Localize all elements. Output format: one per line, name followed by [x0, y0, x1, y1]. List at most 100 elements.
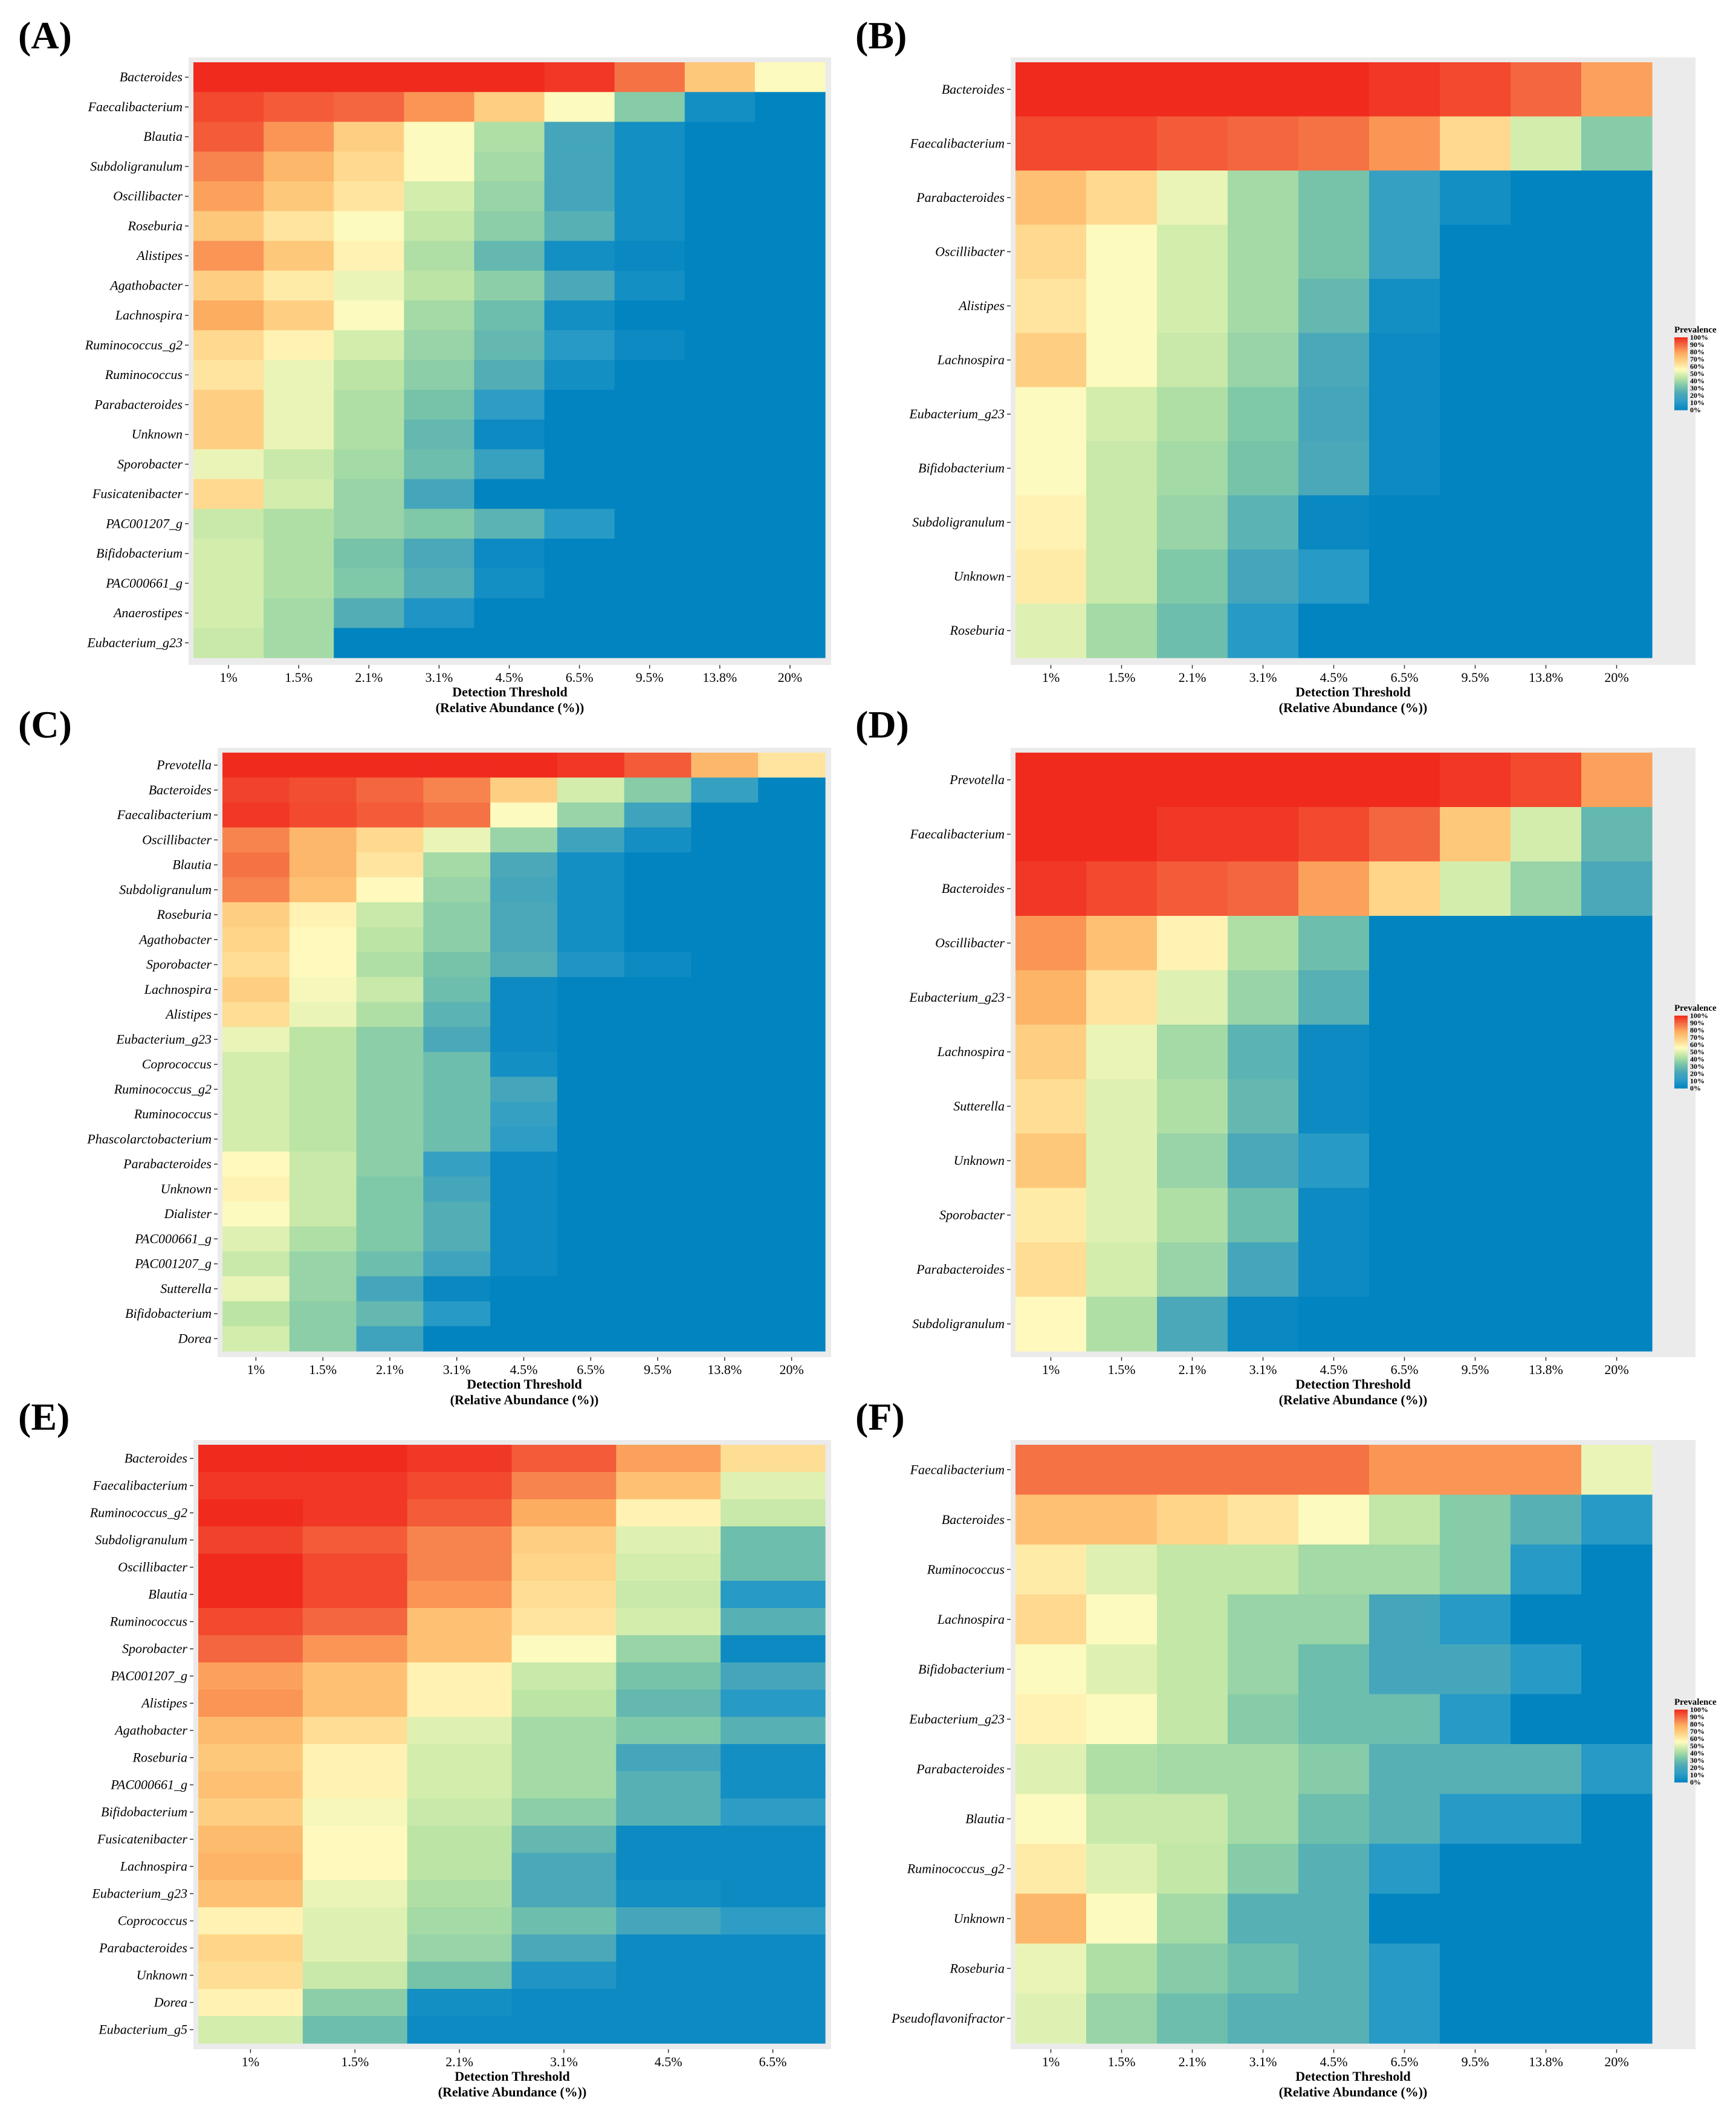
heatmap-cell: [1581, 1644, 1653, 1695]
heatmap-cell: [557, 1226, 625, 1252]
heatmap-cell: [356, 877, 424, 903]
panel-a: (A) Bacteroides Faecalibacterium Blautia Sub…: [18, 14, 831, 715]
row-label: Subdoligranulum: [912, 1316, 1005, 1331]
heatmap-cell: [684, 508, 756, 539]
heatmap-cell: [1298, 1594, 1370, 1645]
heatmap-cell: [557, 777, 625, 803]
legend-tick-label: 100%: [1690, 333, 1708, 342]
x-tick-label: 3.1%: [550, 2054, 578, 2069]
heatmap-cell: [691, 802, 759, 828]
heatmap-cell: [557, 827, 625, 853]
heatmap-cell: [1369, 1594, 1440, 1645]
heatmap-cell: [302, 1635, 408, 1663]
heatmap-cell: [758, 1026, 826, 1052]
heatmap-cell: [624, 1026, 692, 1052]
x-tick-label: 9.5%: [1462, 670, 1489, 685]
heatmap-cell: [1298, 62, 1370, 117]
heatmap-cell: [684, 92, 756, 123]
heatmap-cell: [289, 1326, 357, 1352]
heatmap-cell: [423, 1152, 491, 1177]
row-label: Sporobacter: [122, 1641, 187, 1656]
heatmap-cell: [1298, 1494, 1370, 1545]
heatmap-cell: [614, 181, 685, 212]
heatmap-cell: [511, 1581, 617, 1609]
heatmap-cell: [624, 1101, 692, 1127]
heatmap-cell: [264, 270, 334, 301]
heatmap-cell: [511, 1826, 617, 1853]
heatmap-cell: [264, 92, 334, 123]
heatmap-cell: [721, 1744, 826, 1772]
legend-color-step: [1674, 1023, 1688, 1025]
heatmap-cell: [1581, 1794, 1653, 1844]
legend-color-step: [1674, 1780, 1688, 1783]
heatmap-cell: [557, 1077, 625, 1103]
heatmap-cell: [222, 902, 290, 928]
heatmap-cell: [1086, 170, 1158, 225]
heatmap-cell: [1369, 116, 1440, 171]
heatmap-cell: [1015, 1744, 1087, 1795]
legend-color-step: [1674, 345, 1688, 347]
legend-tick-label: 60%: [1690, 1040, 1705, 1049]
heatmap-cell: [423, 802, 491, 828]
heatmap-cell: [1581, 116, 1653, 171]
heatmap-cell: [1157, 1494, 1228, 1545]
legend-color-step: [1674, 1055, 1688, 1058]
heatmap-cell: [490, 1052, 558, 1077]
x-tick-label: 13.8%: [1529, 2054, 1563, 2069]
heatmap-cell: [754, 330, 826, 361]
legend-color-step: [1674, 357, 1688, 360]
heatmap-cell: [691, 952, 759, 978]
heatmap-cell: [289, 1077, 357, 1103]
row-label: Sutterella: [160, 1281, 212, 1296]
panel-d: (D) Prevotella Faecalibacterium Bacteroides…: [855, 703, 1717, 1407]
heatmap-cell: [511, 1554, 617, 1581]
legend-tick-label: 10%: [1690, 398, 1705, 407]
heatmap-cell: [721, 1771, 826, 1799]
legend-color-step: [1674, 1028, 1688, 1031]
heatmap-cell: [404, 241, 475, 271]
heatmap-cell: [511, 1690, 617, 1717]
x-axis-title: Detection Threshold: [455, 2069, 569, 2084]
heatmap-cell: [1015, 224, 1087, 279]
heatmap-cell: [1369, 1188, 1440, 1243]
heatmap-cell: [289, 1126, 357, 1152]
legend-color-step: [1674, 366, 1688, 369]
legend-tick-label: 80%: [1690, 1720, 1705, 1728]
legend-color-step: [1674, 1710, 1688, 1712]
panel-b-label: (B): [855, 14, 907, 57]
x-tick-label: 4.5%: [1320, 670, 1348, 685]
heatmap-cell: [423, 753, 491, 778]
heatmap-cell: [407, 1907, 513, 1935]
heatmap-cell: [684, 568, 756, 599]
heatmap-cell: [624, 1002, 692, 1028]
heatmap-cell: [691, 1052, 759, 1077]
x-tick-label: 3.1%: [425, 670, 453, 685]
heatmap-cell: [423, 1326, 491, 1352]
heatmap-cell: [356, 1052, 424, 1077]
heatmap-cell: [1369, 1025, 1440, 1080]
heatmap-cell: [544, 479, 615, 510]
heatmap-cell: [1369, 441, 1440, 496]
heatmap-cell: [334, 181, 404, 212]
heatmap-cell: [289, 1002, 357, 1028]
heatmap-cell: [289, 1152, 357, 1177]
heatmap-cell: [423, 977, 491, 1003]
legend-color-step: [1674, 352, 1688, 354]
heatmap-cell: [557, 1176, 625, 1202]
panel-e-label: (E): [18, 1395, 70, 1438]
heatmap-cell: [289, 1176, 357, 1202]
heatmap-cell: [1157, 1993, 1228, 2044]
heatmap-cell: [1440, 1025, 1511, 1080]
row-label: Bacteroides: [942, 881, 1005, 896]
heatmap-cell: [1086, 1188, 1158, 1243]
heatmap-cell: [222, 1101, 290, 1127]
row-label: Fusicatenibacter: [97, 1832, 188, 1847]
heatmap-cell: [289, 952, 357, 978]
heatmap-cell: [511, 1744, 617, 1772]
heatmap-cell: [222, 1052, 290, 1077]
x-tick-label: 1%: [219, 670, 237, 685]
heatmap-cell: [1228, 116, 1299, 171]
heatmap-cell: [334, 151, 404, 182]
heatmap-cell: [691, 753, 759, 778]
legend-color-step: [1674, 1757, 1688, 1759]
